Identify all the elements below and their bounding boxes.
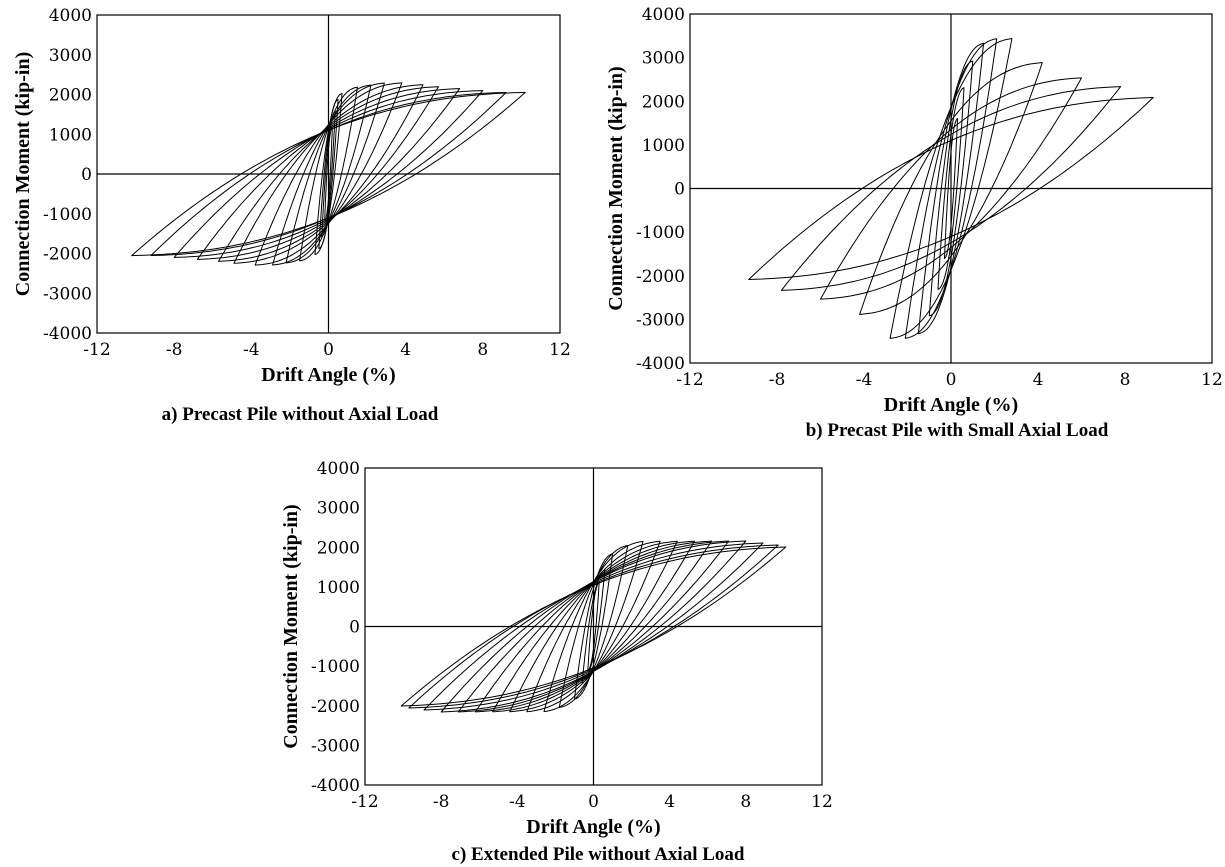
hysteresis-loop-11 (440, 540, 747, 713)
hysteresis-loop-8 (492, 540, 695, 713)
x-tick-label: -8 (166, 340, 183, 360)
x-axis-title: Drift Angle (%) (884, 394, 1018, 416)
hysteresis-loop-10 (748, 97, 1154, 280)
x-tick-label: 0 (323, 340, 334, 360)
y-tick-label: -1000 (311, 657, 360, 677)
y-tick-label: 1000 (642, 136, 685, 156)
hysteresis-loop-8 (820, 77, 1082, 300)
hysteresis-loop-5 (299, 86, 358, 262)
x-tick-label: 8 (477, 340, 488, 360)
x-tick-label: 4 (664, 792, 675, 812)
hysteresis-loop-5 (904, 38, 998, 339)
chart-panel-3: -12 -8 -4 0 4 8 12 4000 3000 2000 1000 0 -1000 -2000 -… (280, 459, 833, 865)
hysteresis-loop-9 (233, 84, 424, 264)
y-tick-label: 3000 (317, 499, 360, 519)
y-tick-label: 3000 (642, 49, 685, 69)
y-tick-label: 1000 (317, 578, 360, 598)
y-tick-label: 1000 (49, 125, 92, 145)
y-tick-label: 4000 (317, 459, 360, 479)
hysteresis-loop-12 (173, 90, 484, 258)
y-tick-label: 2000 (642, 92, 685, 112)
y-tick-label: 2000 (317, 538, 360, 558)
panel-caption: a) Precast Pile without Axial Load (162, 404, 439, 425)
chart-panel-1: -12 -8 -4 0 4 8 12 4000 3000 2000 1000 0 -1000 -2000 -… (12, 6, 571, 425)
hysteresis-loop-10 (218, 86, 439, 262)
panel-caption: c) Extended Pile without Axial Load (452, 844, 745, 865)
hysteresis-loop-6 (889, 38, 1013, 339)
hysteresis-loop-12 (423, 542, 764, 711)
x-tick-label: 4 (400, 340, 411, 360)
x-tick-label: 12 (549, 340, 571, 360)
y-tick-label: -4000 (636, 354, 685, 374)
x-tick-label: 4 (1033, 370, 1044, 390)
hysteresis-loop-2 (937, 87, 965, 290)
y-tick-label: -1000 (636, 223, 685, 243)
panel-caption: b) Precast Pile with Small Axial Load (806, 420, 1109, 441)
y-tick-label: 4000 (49, 6, 92, 26)
y-tick-label: -4000 (43, 324, 92, 344)
hysteresis-loop-7 (859, 62, 1043, 315)
hysteresis-loop-5 (543, 540, 644, 713)
x-tick-label: 12 (811, 792, 833, 812)
hysteresis-loop-13 (408, 544, 779, 709)
x-tick-label: 8 (1120, 370, 1131, 390)
hysteresis-loop-4 (314, 93, 343, 255)
y-tick-label: -2000 (43, 245, 92, 265)
hysteresis-loop-6 (526, 540, 661, 713)
chart-panel-2: -12 -8 -4 0 4 8 12 4000 3000 2000 1000 0 -1000 -2000 -… (605, 5, 1223, 441)
hysteresis-loop-9 (474, 540, 713, 713)
x-axis-title: Drift Angle (%) (261, 364, 395, 386)
x-tick-label: -4 (856, 370, 873, 390)
hysteresis-loop-9 (780, 86, 1122, 291)
hysteresis-loop-7 (509, 540, 678, 713)
y-tick-label: -3000 (636, 310, 685, 330)
hysteresis-loop-8 (254, 82, 403, 266)
y-tick-label: 0 (674, 180, 685, 200)
y-tick-label: 0 (81, 165, 92, 185)
y-axis-title: Connection Moment (kip-in) (605, 66, 627, 310)
x-tick-label: 0 (946, 370, 957, 390)
x-axis-title: Drift Angle (%) (526, 816, 660, 838)
y-tick-label: -1000 (43, 205, 92, 225)
x-tick-label: -12 (83, 340, 110, 360)
hysteresis-loop-14 (400, 546, 787, 707)
hysteresis-loop-11 (196, 88, 461, 260)
y-axis-title: Connection Moment (kip-in) (280, 504, 302, 748)
x-tick-label: 8 (740, 792, 751, 812)
y-axis-title: Connection Moment (kip-in) (12, 52, 34, 296)
x-tick-label: 0 (588, 792, 599, 812)
y-tick-label: -2000 (636, 267, 685, 287)
y-tick-label: 2000 (49, 86, 92, 106)
y-tick-label: 0 (349, 618, 360, 638)
x-tick-label: -8 (769, 370, 786, 390)
y-tick-label: 3000 (49, 46, 92, 66)
hysteresis-loop-4 (917, 42, 985, 335)
y-tick-label: -4000 (311, 776, 360, 796)
hysteresis-loop-7 (272, 82, 385, 266)
y-tick-label: 4000 (642, 5, 685, 25)
x-tick-label: -12 (351, 792, 378, 812)
y-tick-label: -3000 (43, 284, 92, 304)
y-tick-label: -2000 (311, 697, 360, 717)
hysteresis-loop-13 (150, 92, 507, 256)
x-tick-label: 12 (1201, 370, 1223, 390)
hysteresis-loop-14 (131, 91, 526, 257)
x-tick-label: -8 (433, 792, 450, 812)
x-tick-label: -4 (509, 792, 526, 812)
x-tick-label: -4 (243, 340, 260, 360)
y-tick-label: -3000 (311, 736, 360, 756)
hysteresis-loop-10 (457, 540, 730, 713)
x-tick-label: -12 (676, 370, 703, 390)
